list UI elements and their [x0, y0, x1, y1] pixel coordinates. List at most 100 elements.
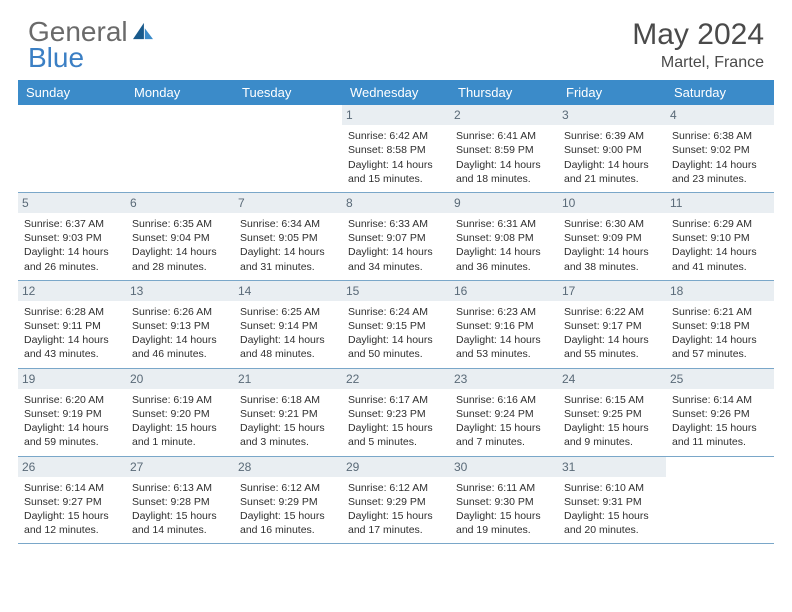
day-cell: 9Sunrise: 6:31 AMSunset: 9:08 PMDaylight…: [450, 193, 558, 280]
day-cell: 30 Sunrise: 6:11 AMSunset: 9:30 PMDayligh…: [450, 457, 558, 544]
day-number: 30: [450, 457, 558, 477]
day-cell: 24 Sunrise: 6:15 AMSunset: 9:25 PMDayligh…: [558, 369, 666, 456]
day-number: 20: [126, 369, 234, 389]
month-title: May 2024: [632, 18, 764, 52]
day-number: 23: [450, 369, 558, 389]
day-info: Sunrise: 6:31 AMSunset: 9:08 PMDaylight:…: [456, 217, 552, 274]
day-number: 13: [126, 281, 234, 301]
day-number: 2: [450, 105, 558, 125]
day-cell: 18 Sunrise: 6:21 AMSunset: 9:18 PMDayligh…: [666, 281, 774, 368]
day-info: Sunrise: 6:18 AMSunset: 9:21 PMDaylight:…: [240, 393, 336, 450]
logo: GeneralBlue: [28, 18, 155, 72]
day-number: 3: [558, 105, 666, 125]
day-info: Sunrise: 6:39 AMSunset: 9:00 PMDaylight:…: [564, 129, 660, 186]
day-info: Sunrise: 6:41 AMSunset: 8:59 PMDaylight:…: [456, 129, 552, 186]
day-cell: 12 Sunrise: 6:28 AMSunset: 9:11 PMDayligh…: [18, 281, 126, 368]
day-info: Sunrise: 6:29 AMSunset: 9:10 PMDaylight:…: [672, 217, 768, 274]
dow-thursday: Thursday: [450, 80, 558, 105]
day-cell: 27 Sunrise: 6:13 AMSunset: 9:28 PMDayligh…: [126, 457, 234, 544]
dow-wednesday: Wednesday: [342, 80, 450, 105]
day-number: 31: [558, 457, 666, 477]
day-info: Sunrise: 6:28 AMSunset: 9:11 PMDaylight:…: [24, 305, 120, 362]
day-number: 15: [342, 281, 450, 301]
day-info: Sunrise: 6:38 AMSunset: 9:02 PMDaylight:…: [672, 129, 768, 186]
day-cell: 11 Sunrise: 6:29 AMSunset: 9:10 PMDayligh…: [666, 193, 774, 280]
day-info: Sunrise: 6:42 AMSunset: 8:58 PMDaylight:…: [348, 129, 444, 186]
day-info: Sunrise: 6:26 AMSunset: 9:13 PMDaylight:…: [132, 305, 228, 362]
dow-row: SundayMondayTuesdayWednesdayThursdayFrid…: [18, 80, 774, 105]
dow-friday: Friday: [558, 80, 666, 105]
day-number: 27: [126, 457, 234, 477]
day-number: 25: [666, 369, 774, 389]
dow-monday: Monday: [126, 80, 234, 105]
day-info: Sunrise: 6:33 AMSunset: 9:07 PMDaylight:…: [348, 217, 444, 274]
day-info: Sunrise: 6:12 AMSunset: 9:29 PMDaylight:…: [240, 481, 336, 538]
day-cell: 4 Sunrise: 6:38 AMSunset: 9:02 PMDaylight…: [666, 105, 774, 192]
day-number: 7: [234, 193, 342, 213]
logo-text-2: Blue: [28, 44, 155, 72]
day-cell: 13 Sunrise: 6:26 AMSunset: 9:13 PMDayligh…: [126, 281, 234, 368]
day-number: 11: [666, 193, 774, 213]
day-info: Sunrise: 6:19 AMSunset: 9:20 PMDaylight:…: [132, 393, 228, 450]
day-info: Sunrise: 6:21 AMSunset: 9:18 PMDaylight:…: [672, 305, 768, 362]
day-cell: 19Sunrise: 6:20 AMSunset: 9:19 PMDayligh…: [18, 369, 126, 456]
day-cell: 1 Sunrise: 6:42 AMSunset: 8:58 PMDaylight…: [342, 105, 450, 192]
day-number: 4: [666, 105, 774, 125]
location: Martel, France: [632, 54, 764, 72]
day-number: 8: [342, 193, 450, 213]
day-number: 12: [18, 281, 126, 301]
day-number: 26: [18, 457, 126, 477]
empty-cell: [666, 457, 774, 544]
dow-tuesday: Tuesday: [234, 80, 342, 105]
day-info: Sunrise: 6:30 AMSunset: 9:09 PMDaylight:…: [564, 217, 660, 274]
dow-saturday: Saturday: [666, 80, 774, 105]
week-row: 12 Sunrise: 6:28 AMSunset: 9:11 PMDayligh…: [18, 281, 774, 369]
day-info: Sunrise: 6:35 AMSunset: 9:04 PMDaylight:…: [132, 217, 228, 274]
day-info: Sunrise: 6:17 AMSunset: 9:23 PMDaylight:…: [348, 393, 444, 450]
dow-sunday: Sunday: [18, 80, 126, 105]
title-block: May 2024 Martel, France: [632, 18, 764, 72]
day-number: 14: [234, 281, 342, 301]
day-cell: 17Sunrise: 6:22 AMSunset: 9:17 PMDayligh…: [558, 281, 666, 368]
calendar: SundayMondayTuesdayWednesdayThursdayFrid…: [0, 80, 792, 544]
day-number: 29: [342, 457, 450, 477]
day-info: Sunrise: 6:24 AMSunset: 9:15 PMDaylight:…: [348, 305, 444, 362]
day-number: 22: [342, 369, 450, 389]
day-cell: 20 Sunrise: 6:19 AMSunset: 9:20 PMDayligh…: [126, 369, 234, 456]
day-cell: 3 Sunrise: 6:39 AMSunset: 9:00 PMDaylight…: [558, 105, 666, 192]
day-number: 5: [18, 193, 126, 213]
day-cell: 6 Sunrise: 6:35 AMSunset: 9:04 PMDaylight…: [126, 193, 234, 280]
day-number: 24: [558, 369, 666, 389]
day-cell: 7Sunrise: 6:34 AMSunset: 9:05 PMDaylight…: [234, 193, 342, 280]
day-info: Sunrise: 6:25 AMSunset: 9:14 PMDaylight:…: [240, 305, 336, 362]
day-info: Sunrise: 6:23 AMSunset: 9:16 PMDaylight:…: [456, 305, 552, 362]
day-info: Sunrise: 6:10 AMSunset: 9:31 PMDaylight:…: [564, 481, 660, 538]
day-cell: 16 Sunrise: 6:23 AMSunset: 9:16 PMDayligh…: [450, 281, 558, 368]
day-cell: 15 Sunrise: 6:24 AMSunset: 9:15 PMDayligh…: [342, 281, 450, 368]
day-number: 6: [126, 193, 234, 213]
day-number: 1: [342, 105, 450, 125]
day-info: Sunrise: 6:15 AMSunset: 9:25 PMDaylight:…: [564, 393, 660, 450]
day-cell: 10Sunrise: 6:30 AMSunset: 9:09 PMDayligh…: [558, 193, 666, 280]
day-info: Sunrise: 6:14 AMSunset: 9:27 PMDaylight:…: [24, 481, 120, 538]
week-row: 1 Sunrise: 6:42 AMSunset: 8:58 PMDaylight…: [18, 105, 774, 193]
day-info: Sunrise: 6:16 AMSunset: 9:24 PMDaylight:…: [456, 393, 552, 450]
day-info: Sunrise: 6:37 AMSunset: 9:03 PMDaylight:…: [24, 217, 120, 274]
day-info: Sunrise: 6:13 AMSunset: 9:28 PMDaylight:…: [132, 481, 228, 538]
day-number: 16: [450, 281, 558, 301]
empty-cell: [18, 105, 126, 192]
day-cell: 14 Sunrise: 6:25 AMSunset: 9:14 PMDayligh…: [234, 281, 342, 368]
week-row: 26 Sunrise: 6:14 AMSunset: 9:27 PMDayligh…: [18, 457, 774, 545]
day-info: Sunrise: 6:14 AMSunset: 9:26 PMDaylight:…: [672, 393, 768, 450]
sail-icon: [131, 18, 155, 46]
day-cell: 26 Sunrise: 6:14 AMSunset: 9:27 PMDayligh…: [18, 457, 126, 544]
day-cell: 28Sunrise: 6:12 AMSunset: 9:29 PMDayligh…: [234, 457, 342, 544]
day-info: Sunrise: 6:22 AMSunset: 9:17 PMDaylight:…: [564, 305, 660, 362]
day-cell: 8 Sunrise: 6:33 AMSunset: 9:07 PMDaylight…: [342, 193, 450, 280]
day-number: 18: [666, 281, 774, 301]
day-info: Sunrise: 6:11 AMSunset: 9:30 PMDaylight:…: [456, 481, 552, 538]
week-row: 19Sunrise: 6:20 AMSunset: 9:19 PMDayligh…: [18, 369, 774, 457]
day-cell: 21Sunrise: 6:18 AMSunset: 9:21 PMDayligh…: [234, 369, 342, 456]
day-cell: 5 Sunrise: 6:37 AMSunset: 9:03 PMDaylight…: [18, 193, 126, 280]
empty-cell: [234, 105, 342, 192]
